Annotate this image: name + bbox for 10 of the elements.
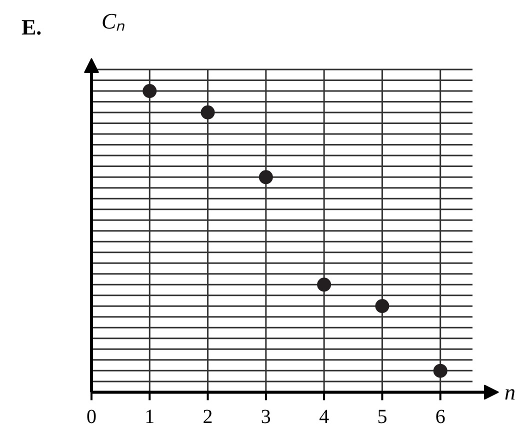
y-axis-title: Cₙ <box>102 8 126 34</box>
x-tick-label: 6 <box>435 406 446 428</box>
chart-title: E. <box>22 14 42 40</box>
x-tick-label: 5 <box>377 406 388 428</box>
x-axis-title: n <box>504 380 516 405</box>
x-tick-label: 3 <box>260 406 271 428</box>
x-tick-label: 2 <box>202 406 213 428</box>
x-tick-label: 0 <box>86 406 96 428</box>
x-tick-label: 1 <box>144 406 155 428</box>
x-tick-label: 4 <box>319 406 330 428</box>
